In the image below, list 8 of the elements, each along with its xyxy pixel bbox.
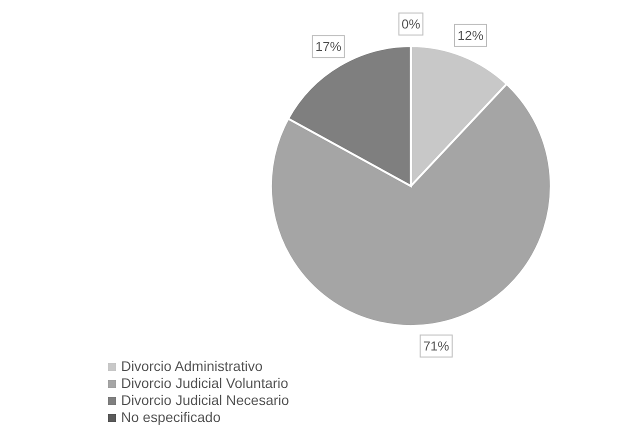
data-label: 12% [457, 28, 484, 43]
legend-label: Divorcio Judicial Voluntario [121, 375, 288, 392]
data-label: 17% [315, 39, 342, 54]
text: 0% [401, 16, 420, 32]
legend-label: No especificado [121, 409, 221, 426]
legend-label: Divorcio Judicial Necesario [121, 392, 290, 409]
data-label: 71% [423, 338, 450, 354]
legend-label: Divorcio Administrativo [121, 358, 263, 375]
